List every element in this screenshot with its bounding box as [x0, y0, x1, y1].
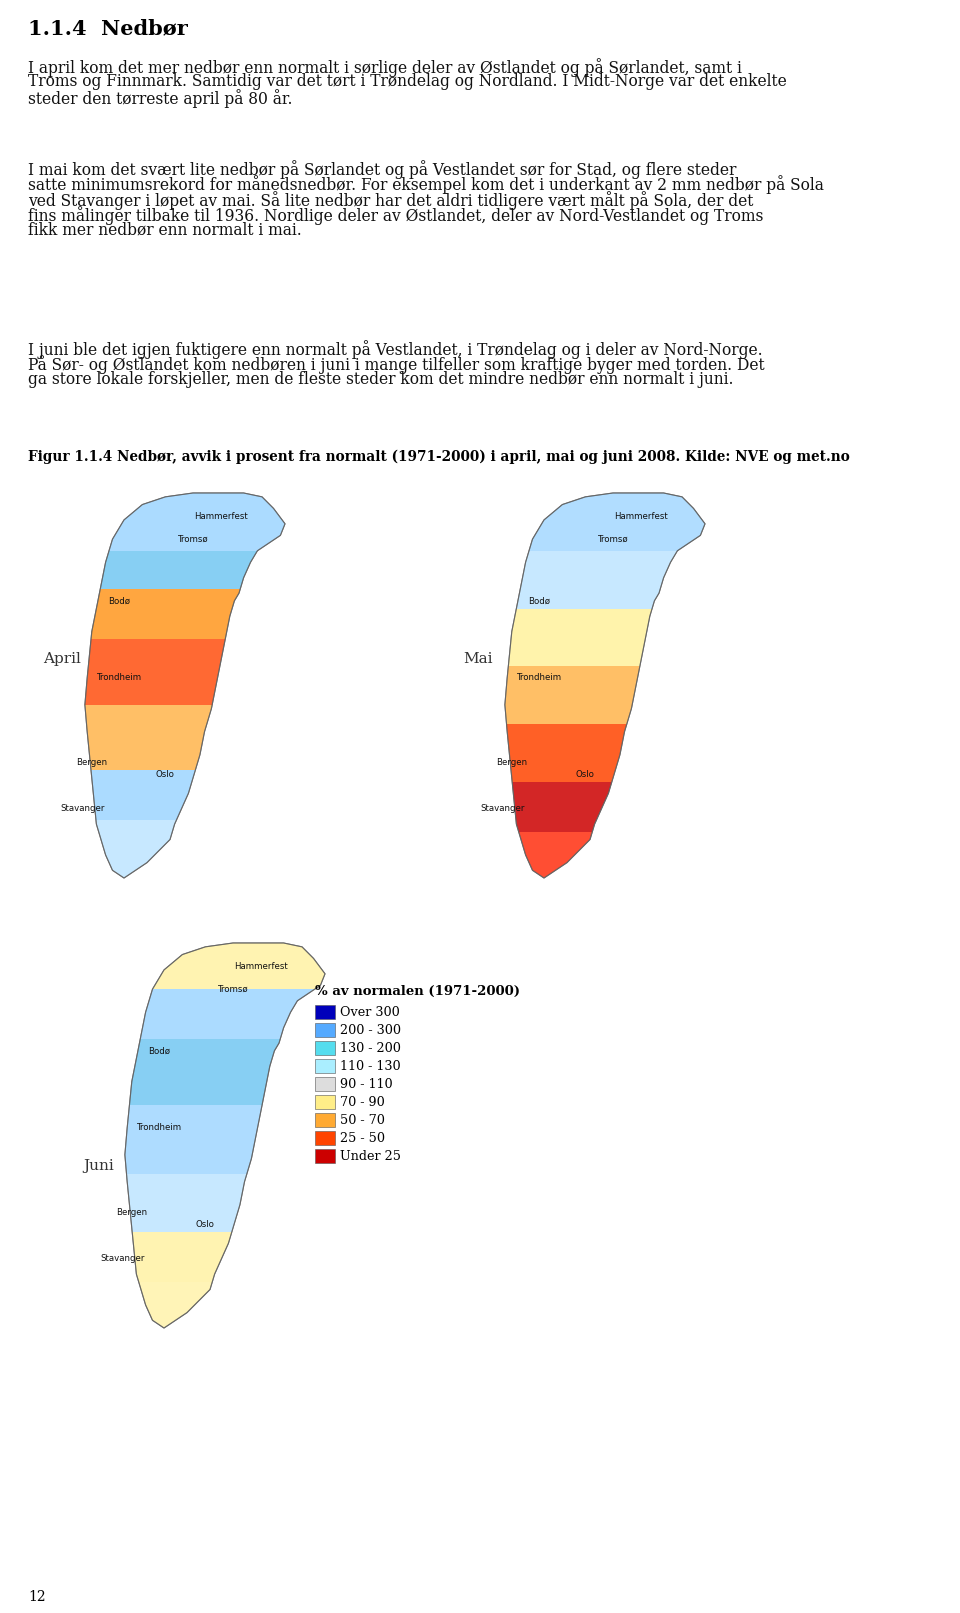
Polygon shape: [505, 494, 705, 877]
Text: satte minimumsrekord for månedsnedbør. For eksempel kom det i underkant av 2 mm : satte minimumsrekord for månedsnedbør. F…: [28, 176, 824, 194]
Bar: [90, 1174, 330, 1232]
Text: Tromsø: Tromsø: [178, 534, 208, 544]
Text: 70 - 90: 70 - 90: [340, 1095, 385, 1108]
Bar: [50, 550, 290, 589]
Text: Stavanger: Stavanger: [480, 805, 525, 813]
Text: Hammerfest: Hammerfest: [194, 511, 248, 521]
Bar: [315, 1148, 335, 1163]
Polygon shape: [84, 494, 285, 877]
Text: Bodø: Bodø: [108, 597, 131, 605]
Text: Bergen: Bergen: [496, 758, 527, 768]
Text: Oslo: Oslo: [576, 769, 595, 779]
Text: 110 - 130: 110 - 130: [340, 1060, 400, 1073]
Bar: [90, 1039, 330, 1105]
Text: Hammerfest: Hammerfest: [613, 511, 667, 521]
Text: 90 - 110: 90 - 110: [340, 1077, 393, 1090]
Bar: [50, 589, 290, 639]
Text: Mai: Mai: [463, 652, 492, 666]
Text: 25 - 50: 25 - 50: [340, 1131, 385, 1145]
Bar: [470, 724, 710, 782]
Text: % av normalen (1971-2000): % av normalen (1971-2000): [315, 986, 520, 998]
Text: Stavanger: Stavanger: [101, 1255, 145, 1263]
Bar: [50, 821, 290, 877]
Text: Over 300: Over 300: [340, 1005, 399, 1018]
Text: I april kom det mer nedbør enn normalt i sørlige deler av Østlandet og på Sørlan: I april kom det mer nedbør enn normalt i…: [28, 58, 742, 77]
Text: Oslo: Oslo: [156, 769, 175, 779]
Text: 50 - 70: 50 - 70: [340, 1113, 385, 1126]
Text: Juni: Juni: [83, 1160, 113, 1173]
Bar: [50, 494, 290, 550]
Bar: [470, 550, 710, 608]
Text: 12: 12: [28, 1590, 46, 1603]
Text: fins målinger tilbake til 1936. Nordlige deler av Østlandet, deler av Nord-Vestl: fins målinger tilbake til 1936. Nordlige…: [28, 206, 763, 226]
Bar: [315, 1040, 335, 1055]
Bar: [315, 1005, 335, 1019]
Bar: [470, 782, 710, 832]
Bar: [50, 639, 290, 705]
Text: 1.1.4  Nedbør: 1.1.4 Nedbør: [28, 18, 188, 39]
Text: Tromsø: Tromsø: [218, 984, 249, 994]
Bar: [90, 1232, 330, 1282]
Bar: [315, 1060, 335, 1073]
Text: Oslo: Oslo: [196, 1219, 215, 1229]
Bar: [90, 944, 330, 989]
Bar: [50, 705, 290, 769]
Bar: [470, 608, 710, 666]
Bar: [90, 989, 330, 1039]
Bar: [470, 832, 710, 877]
Text: ga store lokale forskjeller, men de fleste steder kom det mindre nedbør enn norm: ga store lokale forskjeller, men de fles…: [28, 371, 733, 387]
Bar: [470, 494, 710, 550]
Text: Tromsø: Tromsø: [598, 534, 628, 544]
Bar: [315, 1023, 335, 1037]
Text: fikk mer nedbør enn normalt i mai.: fikk mer nedbør enn normalt i mai.: [28, 221, 301, 239]
Text: Under 25: Under 25: [340, 1150, 401, 1163]
Text: I juni ble det igjen fuktigere enn normalt på Vestlandet, i Trøndelag og i deler: I juni ble det igjen fuktigere enn norma…: [28, 340, 762, 360]
Bar: [90, 1282, 330, 1327]
Text: I mai kom det svært lite nedbør på Sørlandet og på Vestlandet sør for Stad, og f: I mai kom det svært lite nedbør på Sørla…: [28, 160, 736, 179]
Text: Stavanger: Stavanger: [60, 805, 105, 813]
Bar: [50, 769, 290, 821]
Text: Bodø: Bodø: [528, 597, 550, 605]
Text: steder den tørreste april på 80 år.: steder den tørreste april på 80 år.: [28, 89, 293, 108]
Bar: [315, 1095, 335, 1110]
Text: Hammerfest: Hammerfest: [233, 961, 287, 971]
Text: Bergen: Bergen: [116, 1208, 148, 1216]
Text: Bodø: Bodø: [149, 1047, 171, 1055]
Text: ved Stavanger i løpet av mai. Så lite nedbør har det aldri tidligere vært målt p: ved Stavanger i løpet av mai. Så lite ne…: [28, 190, 754, 210]
Text: Bergen: Bergen: [76, 758, 108, 768]
Text: Troms og Finnmark. Samtidig var det tørt i Trøndelag og Nordland. I Midt-Norge v: Troms og Finnmark. Samtidig var det tørt…: [28, 74, 787, 90]
Text: Trondheim: Trondheim: [516, 673, 562, 682]
Text: 130 - 200: 130 - 200: [340, 1042, 401, 1055]
Text: Trondheim: Trondheim: [137, 1123, 182, 1132]
Text: April: April: [43, 652, 81, 666]
Bar: [315, 1077, 335, 1090]
Text: Figur 1.1.4 Nedbør, avvik i prosent fra normalt (1971-2000) i april, mai og juni: Figur 1.1.4 Nedbør, avvik i prosent fra …: [28, 450, 850, 465]
Polygon shape: [125, 944, 325, 1327]
Text: Trondheim: Trondheim: [97, 673, 142, 682]
Text: 200 - 300: 200 - 300: [340, 1024, 401, 1037]
Bar: [315, 1113, 335, 1127]
Bar: [315, 1131, 335, 1145]
Bar: [470, 666, 710, 724]
Text: På Sør- og Østlandet kom nedbøren i juni i mange tilfeller som kraftige byger me: På Sør- og Østlandet kom nedbøren i juni…: [28, 355, 764, 374]
Bar: [90, 1105, 330, 1174]
